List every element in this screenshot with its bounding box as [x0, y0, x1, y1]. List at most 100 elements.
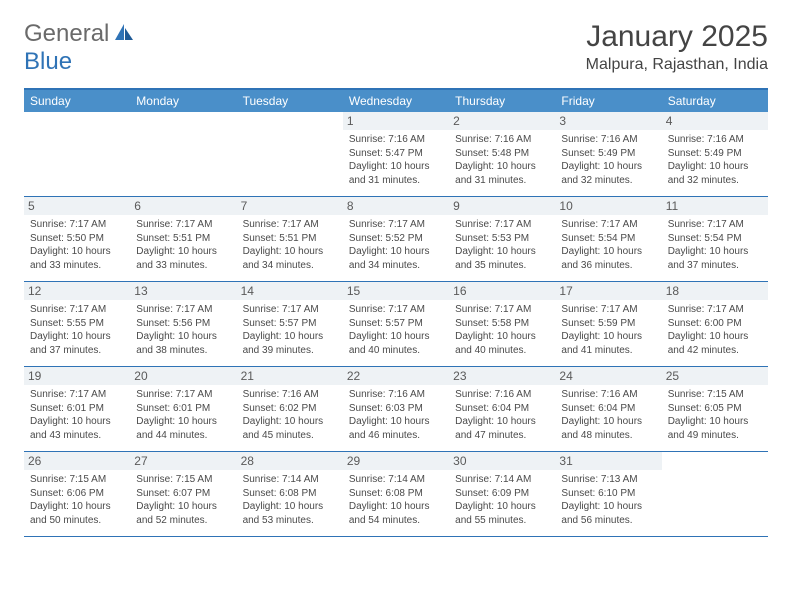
sunrise-text: Sunrise: 7:17 AM: [349, 218, 443, 232]
day-cell: 17 Sunrise: 7:17 AMSunset: 5:59 PMDayligh…: [555, 282, 661, 366]
sunrise-text: Sunrise: 7:17 AM: [561, 218, 655, 232]
sunset-text: Sunset: 5:55 PM: [30, 317, 124, 331]
daylight-text: Daylight: 10 hours and 41 minutes.: [561, 330, 655, 357]
daylight-text: Daylight: 10 hours and 56 minutes.: [561, 500, 655, 527]
sunset-text: Sunset: 5:50 PM: [30, 232, 124, 246]
day-cell: 26Sunrise: 7:15 AMSunset: 6:06 PMDayligh…: [24, 452, 130, 536]
logo-text-general: General: [24, 20, 109, 48]
day-number: 30: [449, 452, 555, 470]
day-number: 17: [555, 282, 661, 300]
sunrise-text: Sunrise: 7:17 AM: [136, 218, 230, 232]
day-cell: [237, 112, 343, 196]
sunset-text: Sunset: 5:47 PM: [349, 147, 443, 161]
day-cell: 13Sunrise: 7:17 AMSunset: 5:56 PMDayligh…: [130, 282, 236, 366]
day-cell: 1Sunrise: 7:16 AMSunset: 5:47 PMDaylight…: [343, 112, 449, 196]
day-number: 7: [237, 197, 343, 215]
day-cell: 18Sunrise: 7:17 AMSunset: 6:00 PMDayligh…: [662, 282, 768, 366]
daylight-text: Daylight: 10 hours and 55 minutes.: [455, 500, 549, 527]
sunrise-text: Sunrise: 7:16 AM: [349, 388, 443, 402]
sunset-text: Sunset: 6:02 PM: [243, 402, 337, 416]
day-number: 3: [555, 112, 661, 130]
day-cell: 10Sunrise: 7:17 AMSunset: 5:54 PMDayligh…: [555, 197, 661, 281]
day-number: 27: [130, 452, 236, 470]
day-cell: 9Sunrise: 7:17 AMSunset: 5:53 PMDaylight…: [449, 197, 555, 281]
day-cell: 15Sunrise: 7:17 AMSunset: 5:57 PMDayligh…: [343, 282, 449, 366]
sunrise-text: Sunrise: 7:16 AM: [561, 133, 655, 147]
day-header-cell: Wednesday: [343, 90, 449, 112]
day-number: 12: [24, 282, 130, 300]
daylight-text: Daylight: 10 hours and 31 minutes.: [349, 160, 443, 187]
daylight-text: Daylight: 10 hours and 50 minutes.: [30, 500, 124, 527]
sunrise-text: Sunrise: 7:16 AM: [243, 388, 337, 402]
day-number: 21: [237, 367, 343, 385]
day-cell: 31Sunrise: 7:13 AMSunset: 6:10 PMDayligh…: [555, 452, 661, 536]
day-header-cell: Monday: [130, 90, 236, 112]
day-cell: 22Sunrise: 7:16 AMSunset: 6:03 PMDayligh…: [343, 367, 449, 451]
daylight-text: Daylight: 10 hours and 49 minutes.: [668, 415, 762, 442]
sunrise-text: Sunrise: 7:17 AM: [30, 218, 124, 232]
sunrise-text: Sunrise: 7:17 AM: [30, 303, 124, 317]
daylight-text: Daylight: 10 hours and 34 minutes.: [243, 245, 337, 272]
day-number: 11: [662, 197, 768, 215]
month-title: January 2025: [586, 20, 768, 54]
day-cell: 24Sunrise: 7:16 AMSunset: 6:04 PMDayligh…: [555, 367, 661, 451]
daylight-text: Daylight: 10 hours and 54 minutes.: [349, 500, 443, 527]
sunrise-text: Sunrise: 7:16 AM: [455, 133, 549, 147]
day-cell: 28Sunrise: 7:14 AMSunset: 6:08 PMDayligh…: [237, 452, 343, 536]
day-number: 6: [130, 197, 236, 215]
day-number: 19: [24, 367, 130, 385]
sunrise-text: Sunrise: 7:14 AM: [349, 473, 443, 487]
sunrise-text: Sunrise: 7:17 AM: [561, 303, 655, 317]
day-number: 23: [449, 367, 555, 385]
day-cell: 11Sunrise: 7:17 AMSunset: 5:54 PMDayligh…: [662, 197, 768, 281]
sunset-text: Sunset: 5:54 PM: [668, 232, 762, 246]
sunrise-text: Sunrise: 7:17 AM: [243, 303, 337, 317]
day-cell: 2Sunrise: 7:16 AMSunset: 5:48 PMDaylight…: [449, 112, 555, 196]
sunrise-text: Sunrise: 7:14 AM: [243, 473, 337, 487]
week-row: 19Sunrise: 7:17 AMSunset: 6:01 PMDayligh…: [24, 367, 768, 452]
day-number: 20: [130, 367, 236, 385]
day-number: 16: [449, 282, 555, 300]
day-number: 18: [662, 282, 768, 300]
sunrise-text: Sunrise: 7:17 AM: [136, 303, 230, 317]
day-number: 29: [343, 452, 449, 470]
day-cell: 6Sunrise: 7:17 AMSunset: 5:51 PMDaylight…: [130, 197, 236, 281]
day-cell: 21Sunrise: 7:16 AMSunset: 6:02 PMDayligh…: [237, 367, 343, 451]
sunset-text: Sunset: 6:01 PM: [30, 402, 124, 416]
day-number: 14: [237, 282, 343, 300]
daylight-text: Daylight: 10 hours and 38 minutes.: [136, 330, 230, 357]
sunset-text: Sunset: 6:01 PM: [136, 402, 230, 416]
sunrise-text: Sunrise: 7:17 AM: [455, 218, 549, 232]
day-number: 15: [343, 282, 449, 300]
day-number: 9: [449, 197, 555, 215]
daylight-text: Daylight: 10 hours and 36 minutes.: [561, 245, 655, 272]
calendar: SundayMondayTuesdayWednesdayThursdayFrid…: [24, 88, 768, 537]
daylight-text: Daylight: 10 hours and 46 minutes.: [349, 415, 443, 442]
day-cell: 27Sunrise: 7:15 AMSunset: 6:07 PMDayligh…: [130, 452, 236, 536]
daylight-text: Daylight: 10 hours and 32 minutes.: [561, 160, 655, 187]
day-cell: [24, 112, 130, 196]
day-number: 28: [237, 452, 343, 470]
sunset-text: Sunset: 5:48 PM: [455, 147, 549, 161]
day-header-cell: Sunday: [24, 90, 130, 112]
sunrise-text: Sunrise: 7:14 AM: [455, 473, 549, 487]
day-cell: 20Sunrise: 7:17 AMSunset: 6:01 PMDayligh…: [130, 367, 236, 451]
day-cell: 14Sunrise: 7:17 AMSunset: 5:57 PMDayligh…: [237, 282, 343, 366]
week-row: 1Sunrise: 7:16 AMSunset: 5:47 PMDaylight…: [24, 112, 768, 197]
sunrise-text: Sunrise: 7:17 AM: [243, 218, 337, 232]
week-row: 5Sunrise: 7:17 AMSunset: 5:50 PMDaylight…: [24, 197, 768, 282]
sunset-text: Sunset: 5:59 PM: [561, 317, 655, 331]
sunrise-text: Sunrise: 7:17 AM: [455, 303, 549, 317]
sunset-text: Sunset: 6:04 PM: [561, 402, 655, 416]
sunset-text: Sunset: 5:49 PM: [561, 147, 655, 161]
sunrise-text: Sunrise: 7:17 AM: [30, 388, 124, 402]
daylight-text: Daylight: 10 hours and 44 minutes.: [136, 415, 230, 442]
week-row: 26Sunrise: 7:15 AMSunset: 6:06 PMDayligh…: [24, 452, 768, 537]
sunset-text: Sunset: 6:04 PM: [455, 402, 549, 416]
sunrise-text: Sunrise: 7:15 AM: [136, 473, 230, 487]
day-number: 5: [24, 197, 130, 215]
sunset-text: Sunset: 5:51 PM: [243, 232, 337, 246]
sunset-text: Sunset: 5:53 PM: [455, 232, 549, 246]
daylight-text: Daylight: 10 hours and 32 minutes.: [668, 160, 762, 187]
sunset-text: Sunset: 5:49 PM: [668, 147, 762, 161]
